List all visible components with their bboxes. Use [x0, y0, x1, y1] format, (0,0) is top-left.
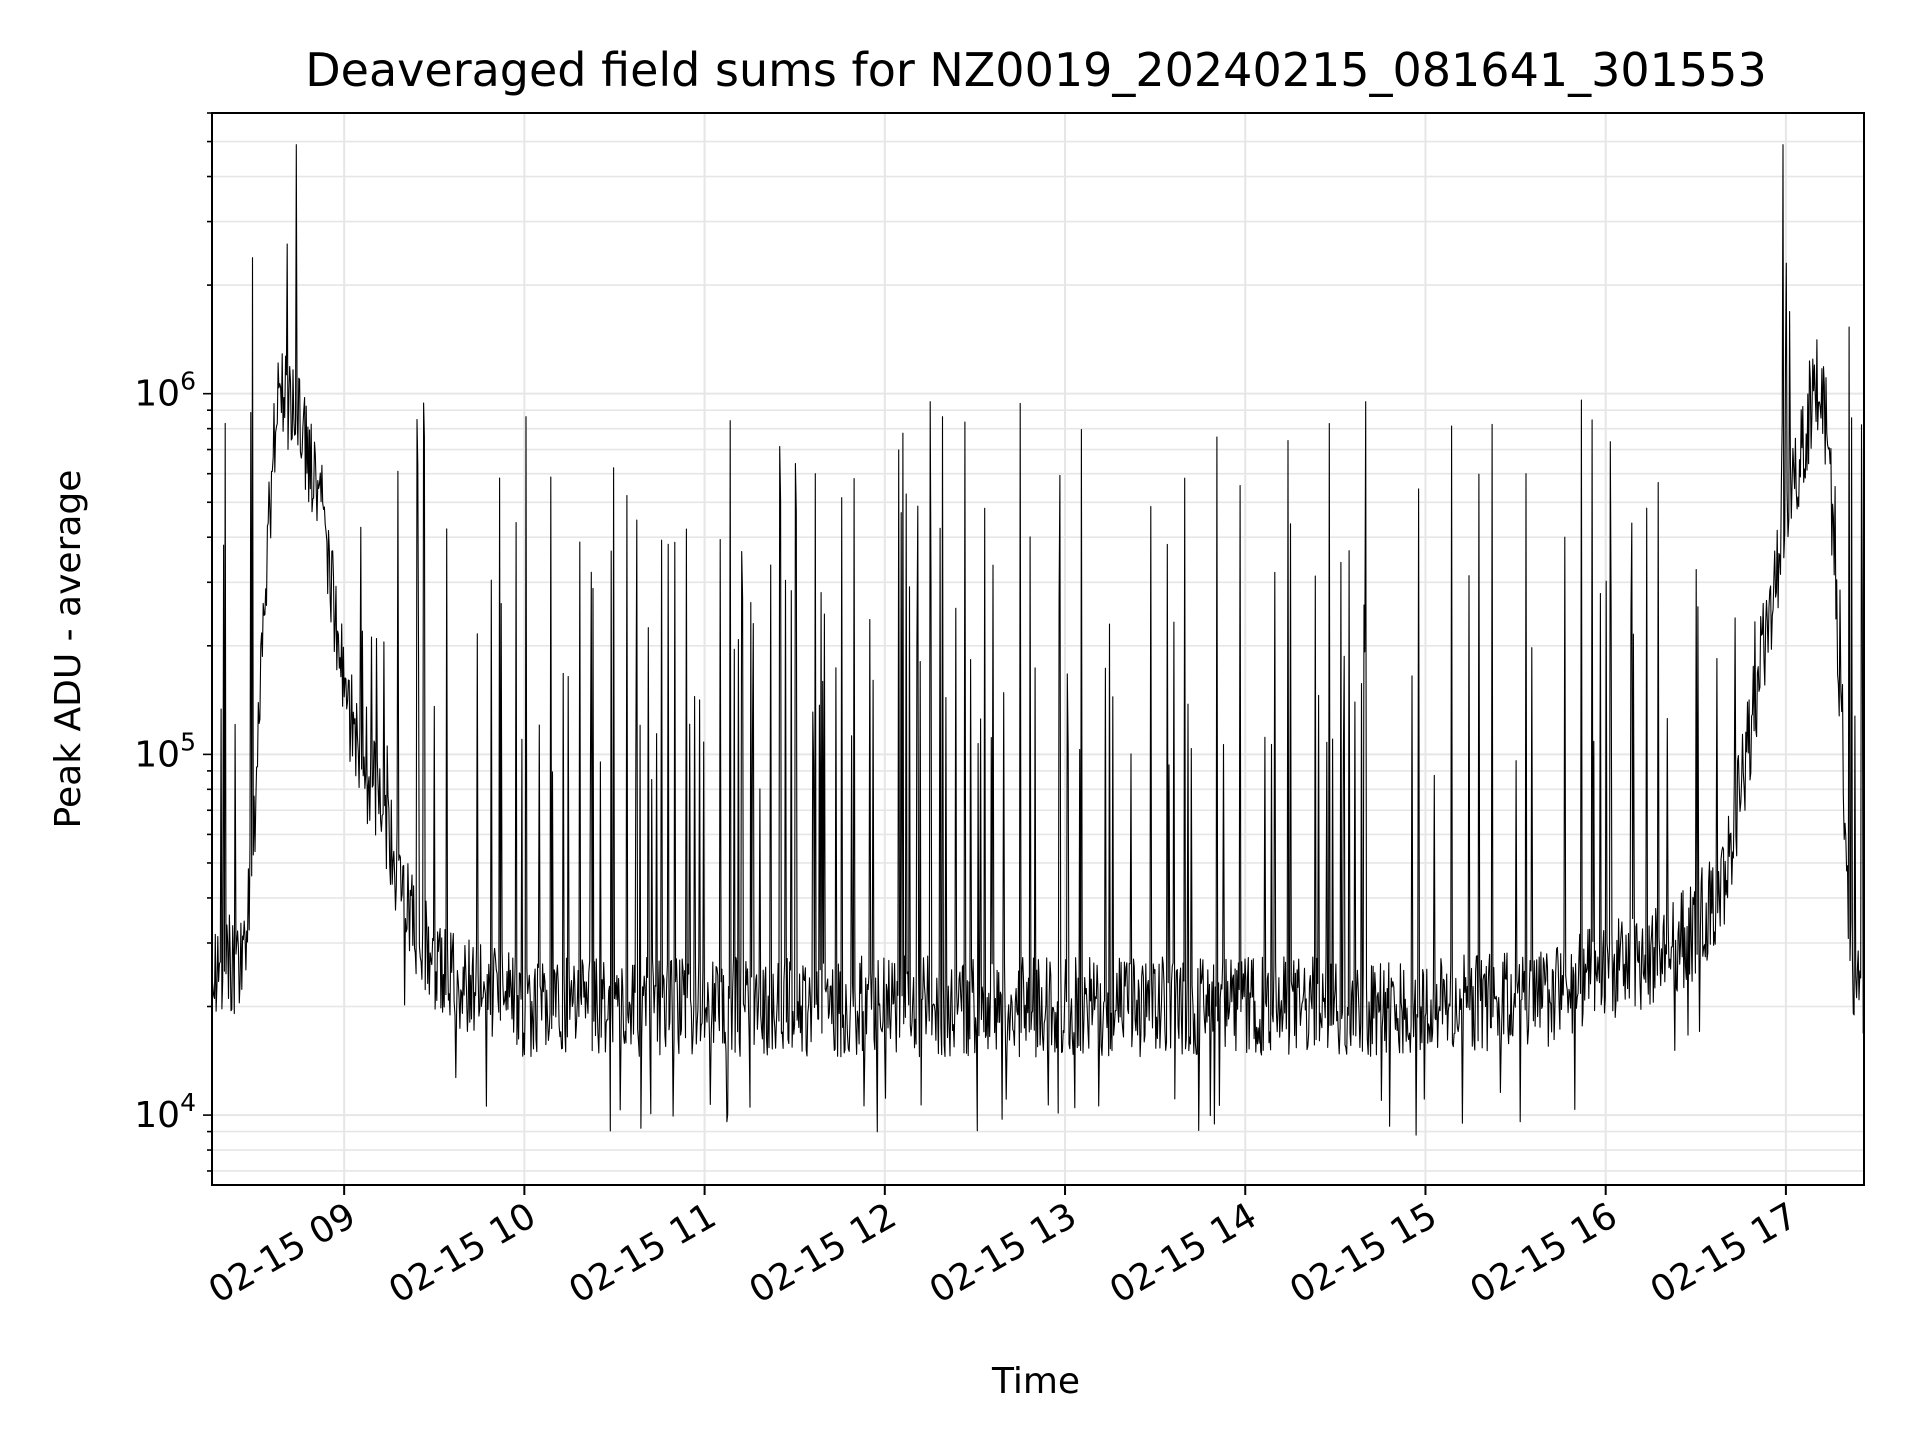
x-tick-label: 02-15 09 — [202, 1195, 363, 1311]
series-layer — [211, 144, 1865, 1136]
x-tick-label: 02-15 10 — [382, 1195, 543, 1311]
plot-frame — [211, 112, 1865, 1186]
y-tick-label: 104 — [134, 1088, 196, 1136]
x-tick-label: 02-15 17 — [1644, 1195, 1805, 1311]
y-tick-label: 106 — [134, 367, 196, 415]
x-tick-label: 02-15 15 — [1283, 1195, 1444, 1311]
chart-title: Deaveraged field sums for NZ0019_2024021… — [305, 43, 1766, 97]
x-axis-label: Time — [991, 1361, 1080, 1402]
x-tick-label: 02-15 14 — [1103, 1195, 1264, 1311]
grid — [212, 112, 1864, 1185]
series-line — [211, 144, 1865, 1136]
x-axis-ticks: 02-15 09 02-15 10 02-15 11 02-15 12 02-15 13… — [202, 1185, 1804, 1312]
y-axis-ticks: 104 105 106 — [134, 112, 212, 1172]
x-tick-label: 02-15 12 — [743, 1195, 904, 1311]
x-tick-label: 02-15 11 — [562, 1195, 723, 1311]
y-axis-label: Peak ADU - average — [48, 470, 89, 829]
y-tick-label: 105 — [134, 727, 196, 775]
x-tick-label: 02-15 16 — [1464, 1195, 1625, 1311]
x-tick-label: 02-15 13 — [923, 1195, 1084, 1311]
